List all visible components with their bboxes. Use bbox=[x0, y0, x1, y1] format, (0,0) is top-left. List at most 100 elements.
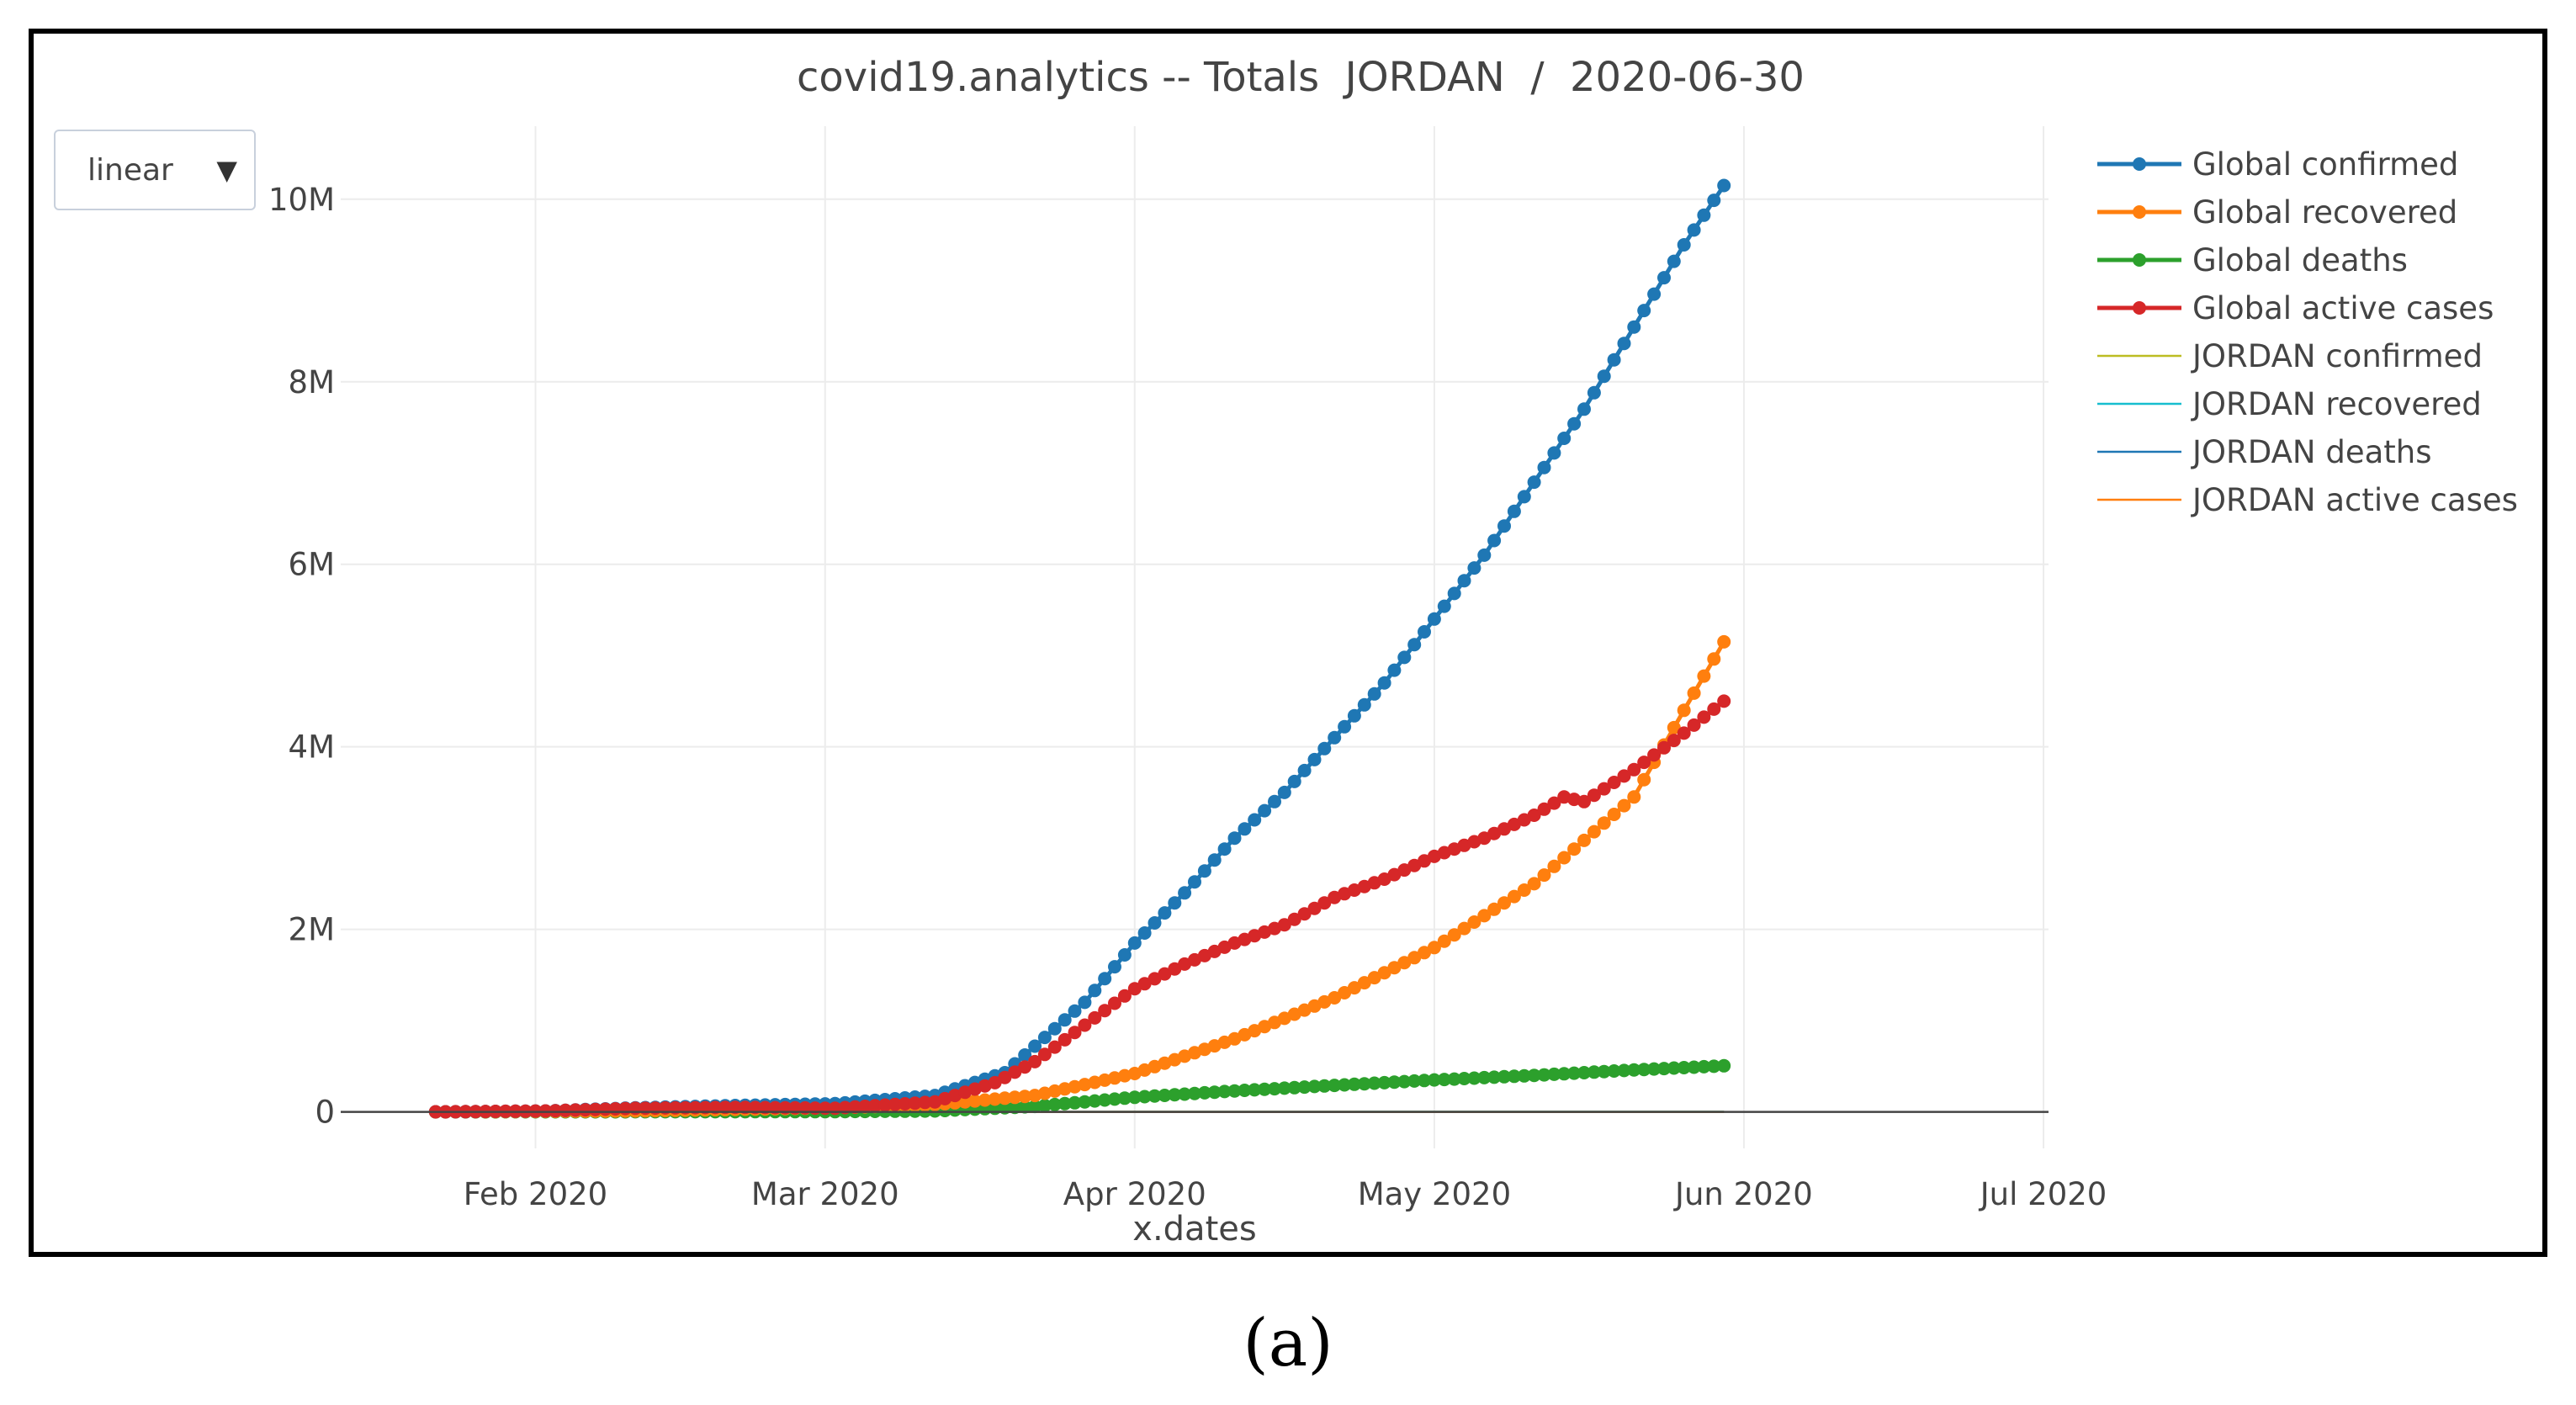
data-point bbox=[1277, 785, 1291, 799]
data-point bbox=[1268, 794, 1281, 809]
data-point bbox=[1687, 686, 1701, 700]
axis-layer: Feb 2020 Mar 2020 Apr 2020 May 2020 Jun 2020… bbox=[268, 182, 2107, 1212]
y-tick-label: 10M bbox=[268, 182, 335, 218]
x-tick-label: Jun 2020 bbox=[1673, 1176, 1813, 1212]
data-point bbox=[1148, 916, 1162, 930]
legend-item[interactable]: JORDAN active cases bbox=[2097, 482, 2518, 518]
data-point bbox=[1597, 369, 1611, 384]
data-point bbox=[1617, 337, 1631, 351]
legend-item[interactable]: JORDAN deaths bbox=[2097, 434, 2432, 470]
data-point bbox=[1238, 1084, 1252, 1097]
data-point bbox=[1078, 1018, 1092, 1032]
data-point bbox=[1418, 1074, 1431, 1088]
data-point bbox=[1078, 995, 1092, 1010]
data-point bbox=[1507, 817, 1521, 831]
data-point bbox=[1057, 1013, 1072, 1027]
data-point bbox=[1537, 1068, 1551, 1082]
data-point bbox=[1338, 1078, 1352, 1092]
data-point bbox=[1457, 574, 1471, 588]
legend-item[interactable]: JORDAN recovered bbox=[2097, 386, 2482, 422]
data-point bbox=[1108, 1092, 1121, 1106]
data-point bbox=[1357, 1077, 1371, 1091]
legend-item[interactable]: JORDAN confirmed bbox=[2097, 338, 2483, 374]
data-point bbox=[1627, 1063, 1641, 1077]
series-global-recovered bbox=[428, 634, 1731, 1119]
legend-swatch-marker bbox=[2133, 301, 2146, 315]
data-point bbox=[1068, 1004, 1082, 1018]
data-point bbox=[1657, 1062, 1671, 1076]
data-point bbox=[1347, 1077, 1361, 1091]
data-point bbox=[1088, 1075, 1102, 1090]
data-point bbox=[1507, 889, 1521, 904]
data-point bbox=[1537, 460, 1551, 475]
data-point bbox=[1687, 718, 1701, 732]
data-point bbox=[1647, 748, 1662, 762]
data-point bbox=[1108, 996, 1121, 1010]
data-point bbox=[718, 1100, 732, 1115]
data-point bbox=[1427, 1073, 1441, 1087]
data-point bbox=[888, 1097, 902, 1111]
y-tick-label: 2M bbox=[289, 912, 335, 948]
data-point bbox=[1217, 842, 1232, 856]
legend-label: JORDAN recovered bbox=[2191, 386, 2482, 422]
legend-label: Global recovered bbox=[2192, 194, 2457, 231]
data-point bbox=[1557, 432, 1572, 445]
data-point bbox=[998, 1091, 1012, 1105]
scale-dropdown[interactable]: linear ▼ bbox=[54, 130, 256, 210]
data-point bbox=[549, 1104, 563, 1118]
data-point bbox=[1287, 912, 1301, 926]
data-point bbox=[988, 1092, 1002, 1106]
y-tick-label: 0 bbox=[315, 1095, 335, 1131]
legend-item[interactable]: Global active cases bbox=[2097, 290, 2494, 326]
data-point bbox=[1108, 960, 1121, 974]
data-point bbox=[1148, 972, 1162, 986]
data-point bbox=[569, 1103, 582, 1117]
data-point bbox=[578, 1103, 592, 1117]
data-point bbox=[1427, 612, 1441, 626]
y-tick-label: 6M bbox=[289, 547, 335, 583]
legend-item[interactable]: Global deaths bbox=[2097, 242, 2408, 278]
data-point bbox=[908, 1096, 922, 1111]
data-point bbox=[1657, 271, 1671, 285]
data-point bbox=[967, 1094, 982, 1108]
data-point bbox=[1607, 808, 1621, 821]
data-point bbox=[1037, 1047, 1052, 1062]
data-point bbox=[1037, 1031, 1052, 1045]
data-point bbox=[1188, 875, 1201, 889]
data-point bbox=[1527, 1068, 1541, 1083]
data-point bbox=[1477, 909, 1492, 923]
legend-swatch-marker bbox=[2133, 157, 2146, 171]
data-point bbox=[1317, 896, 1332, 910]
data-point bbox=[1617, 769, 1631, 783]
data-point bbox=[1018, 1090, 1032, 1104]
data-point bbox=[1287, 1080, 1301, 1095]
data-point bbox=[1667, 734, 1681, 748]
data-point bbox=[1317, 741, 1332, 756]
data-point bbox=[1507, 1069, 1521, 1084]
legend-item[interactable]: Global recovered bbox=[2097, 194, 2457, 231]
data-point bbox=[1487, 533, 1502, 548]
data-point bbox=[1427, 941, 1441, 955]
data-point bbox=[1397, 956, 1412, 970]
data-point bbox=[1477, 548, 1492, 562]
data-point bbox=[1707, 652, 1721, 666]
data-point bbox=[1008, 1100, 1022, 1115]
data-point bbox=[1587, 1065, 1601, 1079]
legend-label: Global confirmed bbox=[2192, 146, 2458, 183]
data-point bbox=[1088, 1010, 1102, 1025]
data-point bbox=[1018, 1048, 1032, 1062]
data-point bbox=[1467, 915, 1481, 929]
series-layer bbox=[428, 178, 1731, 1119]
series-line bbox=[435, 640, 1726, 1115]
data-point bbox=[1587, 788, 1601, 803]
data-point bbox=[1527, 877, 1541, 891]
data-point bbox=[1577, 833, 1591, 847]
legend-item[interactable]: Global confirmed bbox=[2097, 146, 2458, 183]
data-point bbox=[1047, 1097, 1062, 1111]
data-point bbox=[1057, 1096, 1072, 1111]
data-point bbox=[1117, 1068, 1132, 1083]
legend-swatch-marker bbox=[2133, 205, 2146, 219]
data-point bbox=[1517, 1068, 1531, 1083]
data-point bbox=[1697, 1059, 1711, 1074]
